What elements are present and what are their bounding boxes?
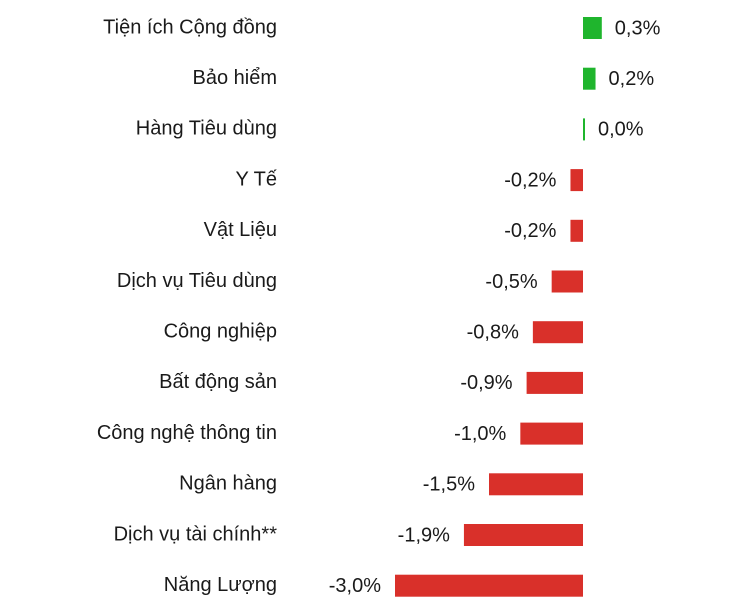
bar [526,371,583,394]
bar [395,574,583,597]
bar [583,118,585,141]
value-label: -0,9% [460,372,512,394]
category-label: Bất động sản [159,371,277,393]
category-label: Công nghiệp [164,320,277,342]
value-label: 0,2% [609,68,655,90]
value-label: -0,2% [504,220,556,242]
value-label: -0,2% [504,169,556,191]
bar [583,67,596,90]
value-label: 0,3% [615,17,661,39]
category-label: Năng Lượng [164,574,277,596]
bar [570,219,583,242]
category-label: Ngân hàng [179,473,277,495]
value-label: -0,5% [485,271,537,293]
value-label: -0,8% [467,321,519,343]
value-label: -1,9% [398,524,450,546]
category-label: Dịch vụ tài chính** [114,523,278,545]
category-label: Hàng Tiêu dùng [136,118,277,140]
category-label: Công nghệ thông tin [97,422,277,444]
value-label: 0,0% [598,119,644,141]
bar [489,473,583,496]
bar [532,321,583,344]
category-label: Bảo hiểm [193,67,278,89]
value-label: -1,0% [454,423,506,445]
bar [463,524,583,546]
bar [583,17,602,39]
category-label: Vật Liệu [204,219,277,241]
category-label: Dịch vụ Tiêu dùng [117,270,277,292]
value-label: -3,0% [329,575,381,597]
bar [551,270,583,293]
value-label: -1,5% [423,474,475,496]
bar [520,422,583,445]
category-label: Tiện ích Cộng đồng [103,16,277,38]
category-label: Y Tế [235,168,277,190]
bar [570,169,583,192]
